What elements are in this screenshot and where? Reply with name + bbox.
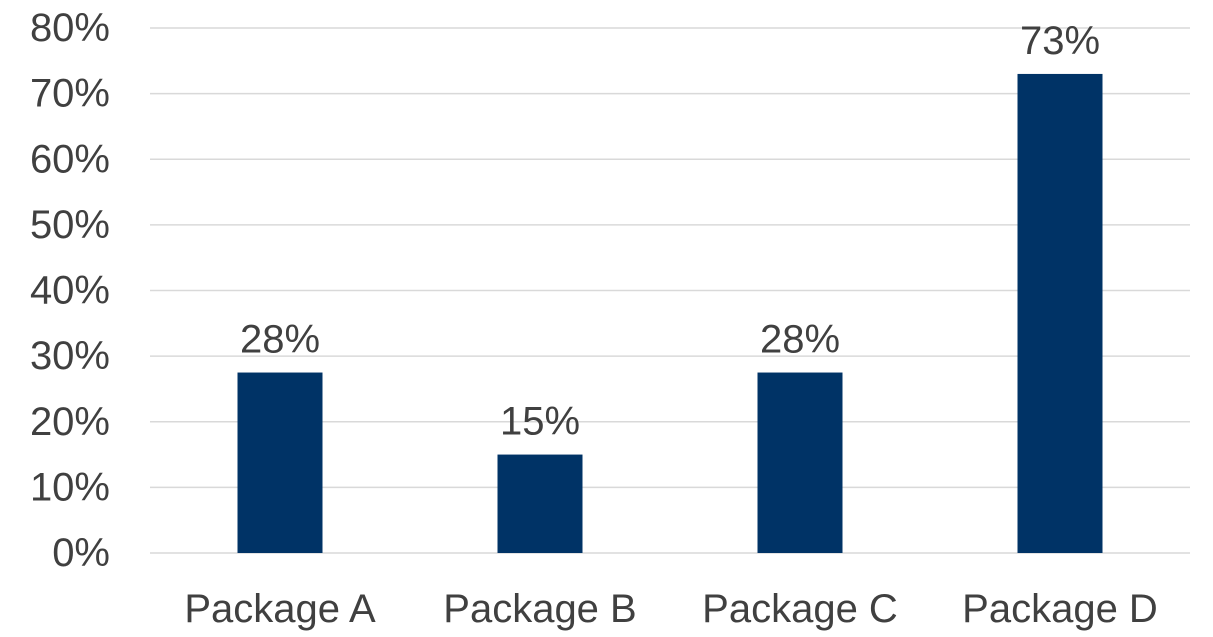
data-label: 28% bbox=[240, 318, 320, 362]
bar-package-d bbox=[1017, 73, 1103, 553]
x-axis-tick-labels: Package A Package B Package C Package D bbox=[184, 587, 1157, 631]
bar-package-c bbox=[757, 372, 843, 553]
y-tick-label: 40% bbox=[30, 269, 110, 313]
x-tick-label: Package C bbox=[702, 587, 898, 631]
bars bbox=[237, 73, 1103, 553]
y-tick-label: 10% bbox=[30, 465, 110, 509]
bar-package-a bbox=[237, 372, 323, 553]
gridlines bbox=[150, 27, 1190, 554]
y-tick-label: 50% bbox=[30, 203, 110, 247]
data-labels: 28% 15% 28% 73% bbox=[240, 19, 1100, 444]
y-axis-tick-labels: 0% 10% 20% 30% 40% 50% 60% 70% 80% bbox=[30, 6, 110, 575]
y-tick-label: 30% bbox=[30, 334, 110, 378]
data-label: 73% bbox=[1020, 19, 1100, 63]
data-label: 28% bbox=[760, 318, 840, 362]
y-tick-label: 70% bbox=[30, 72, 110, 116]
y-tick-label: 20% bbox=[30, 400, 110, 444]
y-tick-label: 80% bbox=[30, 6, 110, 50]
x-tick-label: Package A bbox=[184, 587, 376, 631]
x-tick-label: Package D bbox=[962, 587, 1158, 631]
y-tick-label: 0% bbox=[52, 531, 110, 575]
x-tick-label: Package B bbox=[443, 587, 636, 631]
bar-package-b bbox=[497, 454, 583, 553]
data-label: 15% bbox=[500, 400, 580, 444]
y-tick-label: 60% bbox=[30, 137, 110, 181]
